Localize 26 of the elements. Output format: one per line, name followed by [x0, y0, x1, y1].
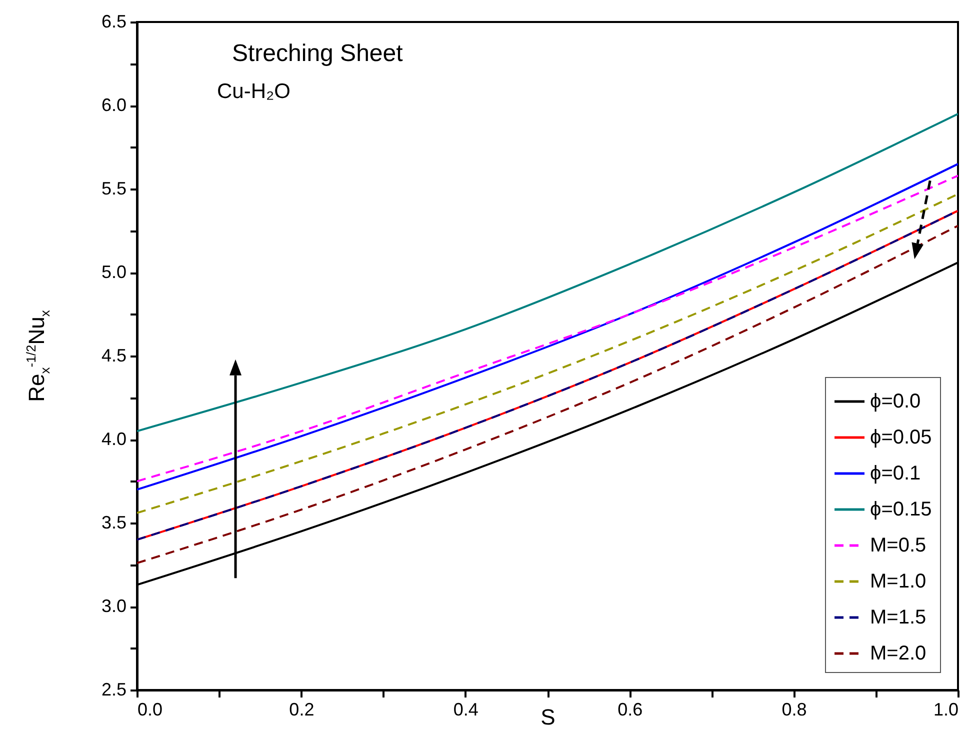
legend-label: M=1.0 — [870, 570, 926, 592]
legend-label: M=2.0 — [870, 642, 926, 664]
legend-label: ϕ=0.05 — [870, 426, 932, 448]
y-tick-label: 4.5 — [101, 346, 126, 366]
y-tick-label: 6.5 — [101, 12, 126, 32]
x-tick-label: 0.2 — [289, 700, 314, 720]
annotation: Cu-H₂O — [217, 80, 290, 104]
y-tick-label: 3.0 — [101, 596, 126, 616]
x-tick-label: 0.8 — [782, 700, 807, 720]
x-tick-label: 1.0 — [933, 700, 958, 720]
x-tick-label: 0.4 — [453, 700, 478, 720]
legend-label: ϕ=0.1 — [870, 462, 921, 484]
y-tick-label: 4.0 — [101, 429, 126, 449]
legend-label: ϕ=0.0 — [870, 390, 921, 412]
y-tick-label: 2.5 — [101, 680, 126, 700]
legend-label: ϕ=0.15 — [870, 498, 932, 520]
y-tick-label: 5.0 — [101, 262, 126, 282]
x-axis-title: S — [540, 704, 556, 730]
y-tick-label: 5.5 — [101, 178, 126, 198]
x-tick-label: 0.0 — [138, 700, 163, 720]
y-tick-label: 3.5 — [101, 512, 126, 532]
legend-label: M=0.5 — [870, 534, 926, 556]
legend-label: M=1.5 — [870, 606, 926, 628]
x-tick-label: 0.6 — [618, 700, 643, 720]
annotation: Streching Sheet — [232, 40, 403, 68]
y-tick-label: 6.0 — [101, 95, 126, 115]
